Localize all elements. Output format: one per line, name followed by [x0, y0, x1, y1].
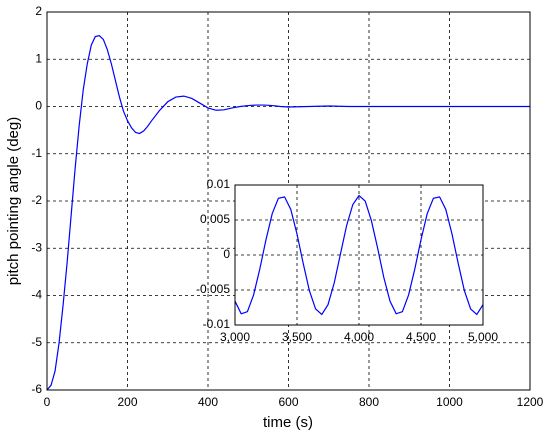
- x-tick-label: 600: [278, 395, 298, 409]
- y-tick-label: -5: [31, 335, 42, 349]
- y-tick-label: -0.005: [196, 282, 230, 296]
- x-tick-label: 4,000: [344, 330, 374, 344]
- y-tick-label: 1: [35, 51, 42, 65]
- x-tick-label: 3,000: [220, 330, 250, 344]
- x-tick-label: 1000: [436, 395, 463, 409]
- y-tick-label: 0.01: [207, 177, 231, 191]
- y-tick-label: 2: [35, 4, 42, 18]
- x-tick-label: 5,000: [468, 330, 498, 344]
- axes-frame: [46, 11, 531, 391]
- x-tick-label: 1200: [517, 395, 544, 409]
- x-tick-label: 0: [44, 395, 51, 409]
- y-tick-label: -6: [31, 382, 42, 396]
- y-tick-label: -0.01: [203, 317, 231, 331]
- y-tick-label: 0: [35, 99, 42, 113]
- axes-frame: [234, 184, 484, 326]
- y-tick-label: -3: [31, 240, 42, 254]
- y-tick-label: -2: [31, 193, 42, 207]
- y-tick-label: 0: [223, 247, 230, 261]
- x-tick-label: 400: [198, 395, 218, 409]
- data-line: [46, 34, 530, 391]
- x-tick-label: 800: [359, 395, 379, 409]
- y-axis-label: pitch pointing angle (deg): [5, 117, 22, 285]
- y-tick-label: -4: [31, 288, 42, 302]
- data-line: [234, 194, 484, 316]
- y-tick-label: -1: [31, 146, 42, 160]
- x-tick-label: 200: [117, 395, 137, 409]
- x-axis-label: time (s): [263, 414, 313, 431]
- y-tick-label: 0.005: [200, 212, 230, 226]
- x-tick-label: 3,500: [282, 330, 312, 344]
- x-tick-label: 4,500: [406, 330, 436, 344]
